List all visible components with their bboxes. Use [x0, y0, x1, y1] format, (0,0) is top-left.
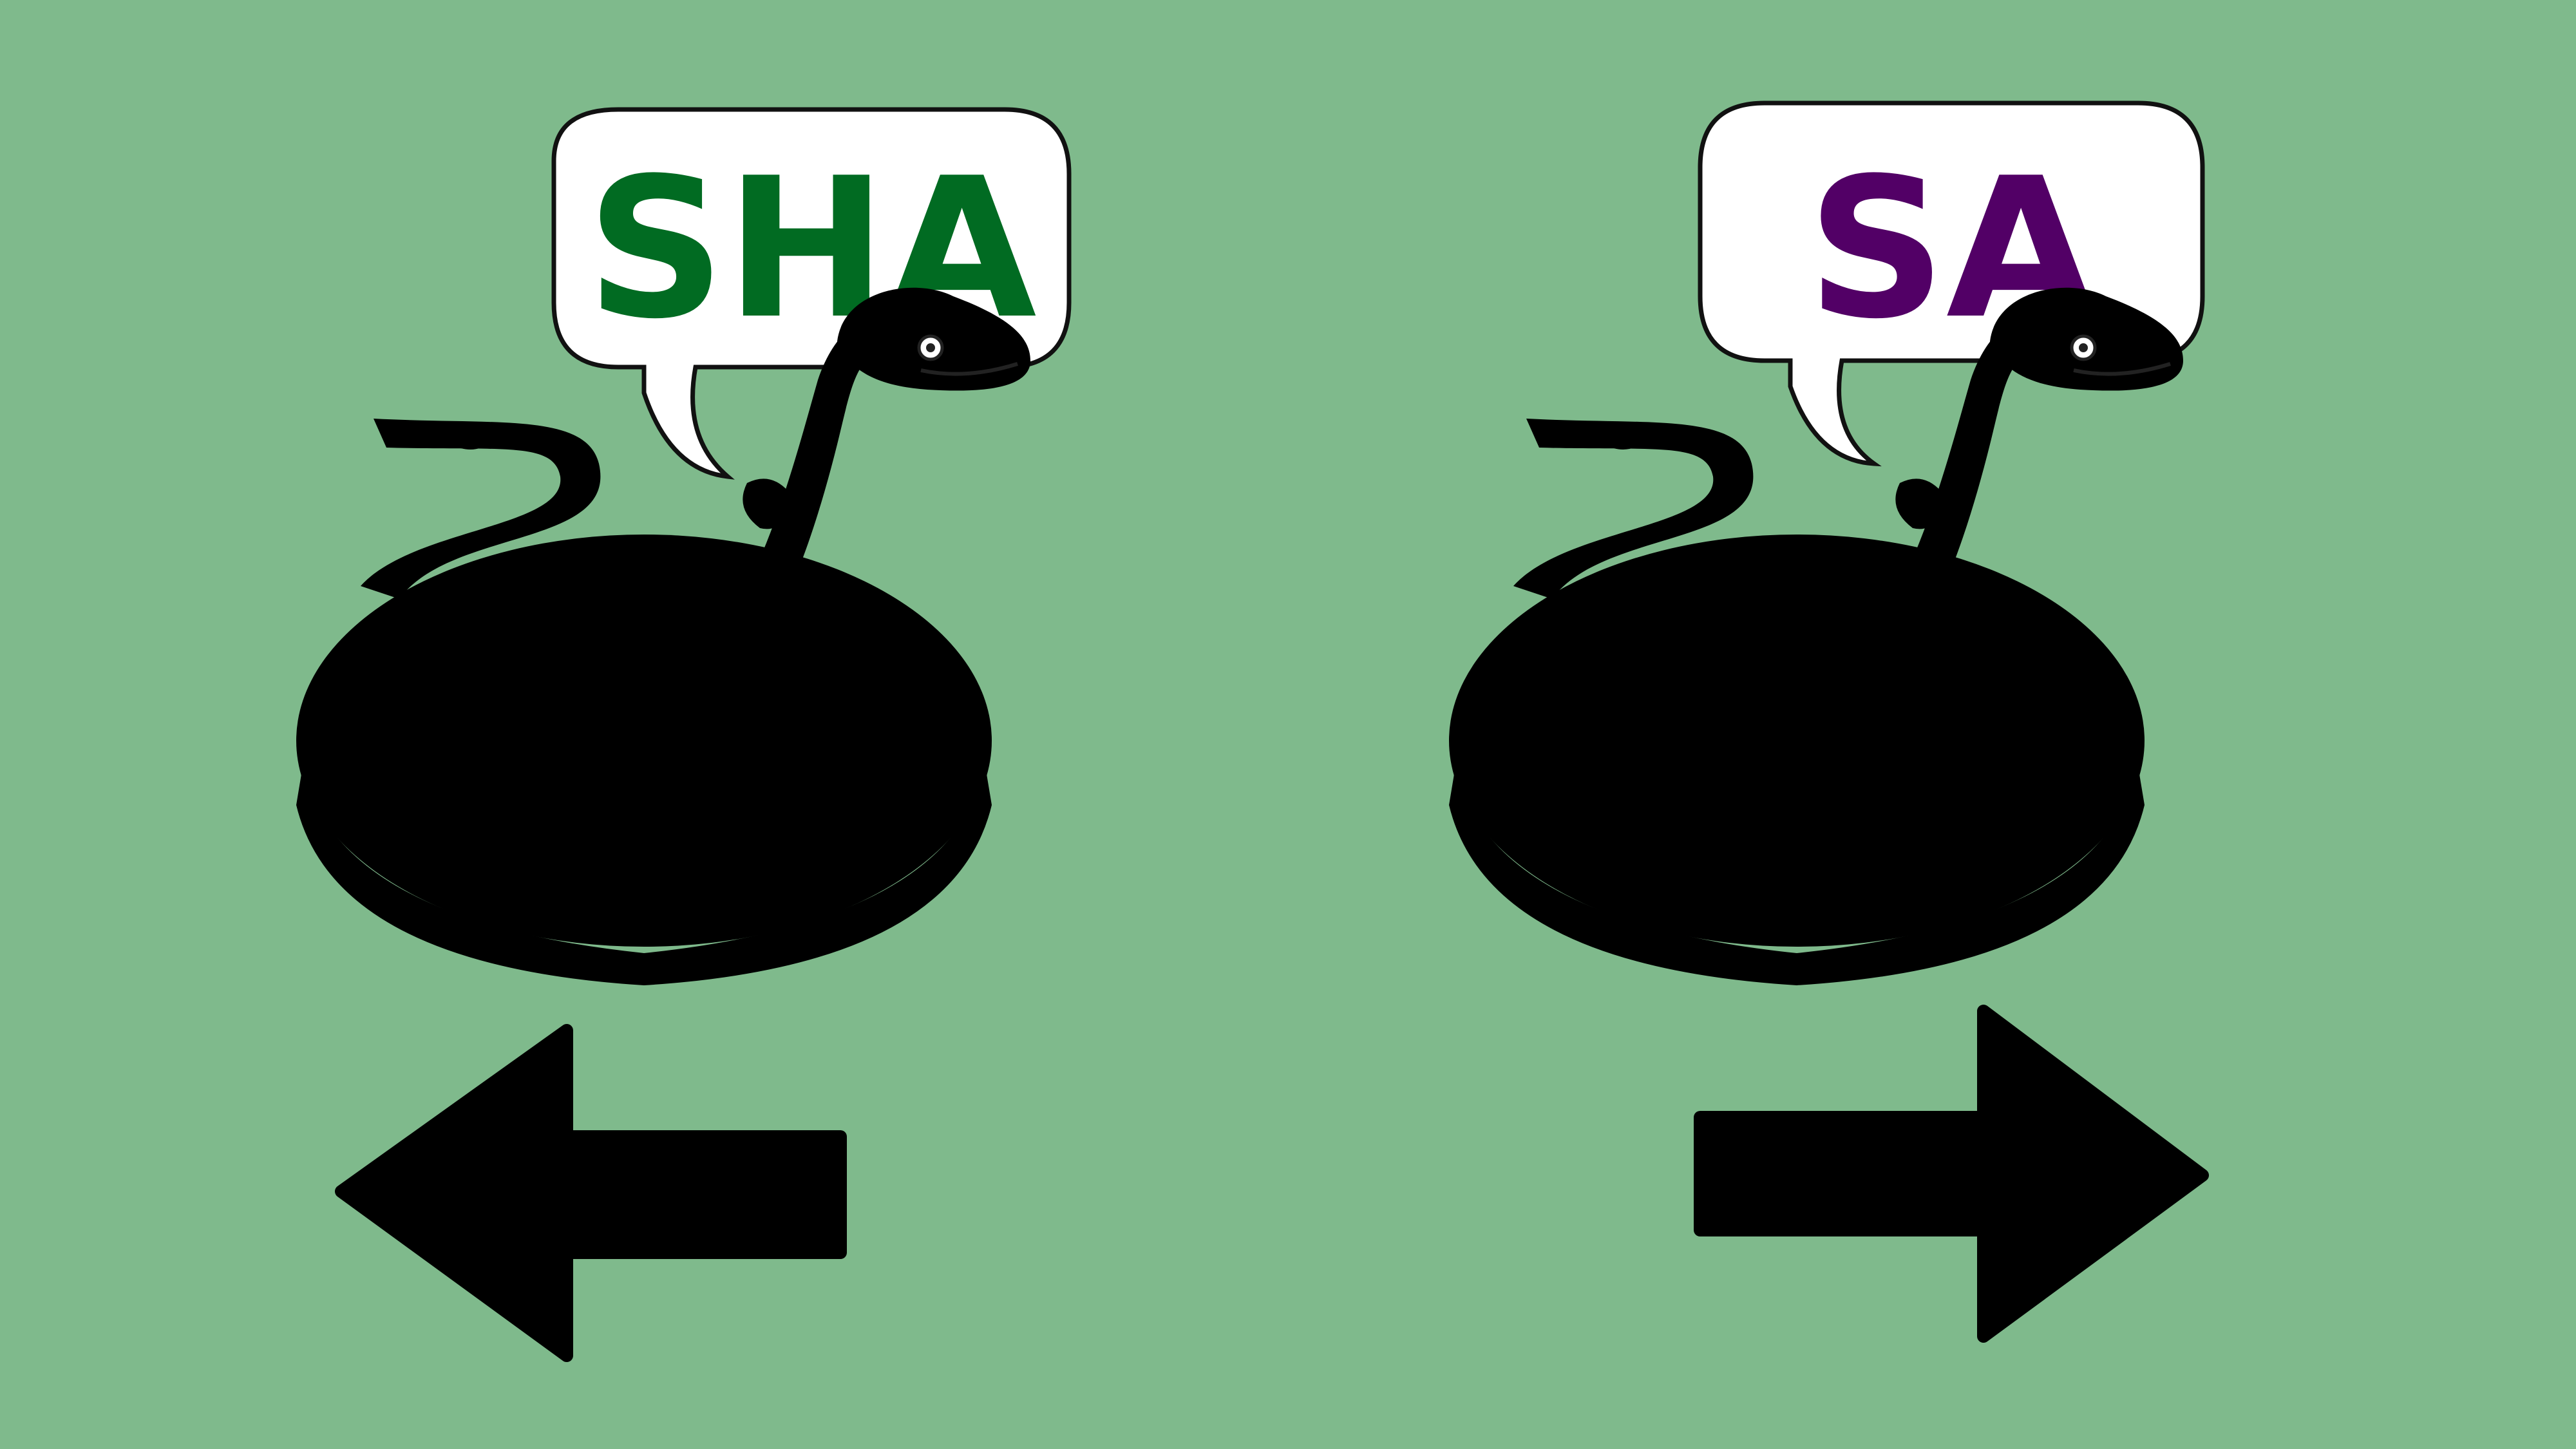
arrow-right-icon[interactable] — [1694, 1005, 2209, 1343]
choice-left[interactable]: SHA #sn-left .s-out{fill:#6fae16;stroke:… — [296, 107, 1072, 1362]
arrow-left-icon[interactable] — [335, 1024, 847, 1362]
choice-right[interactable]: SA #sn-right .s-out{fill:#a8135e;stroke:… — [1449, 100, 2209, 1343]
speech-bubble-right: SA — [1698, 100, 2205, 467]
